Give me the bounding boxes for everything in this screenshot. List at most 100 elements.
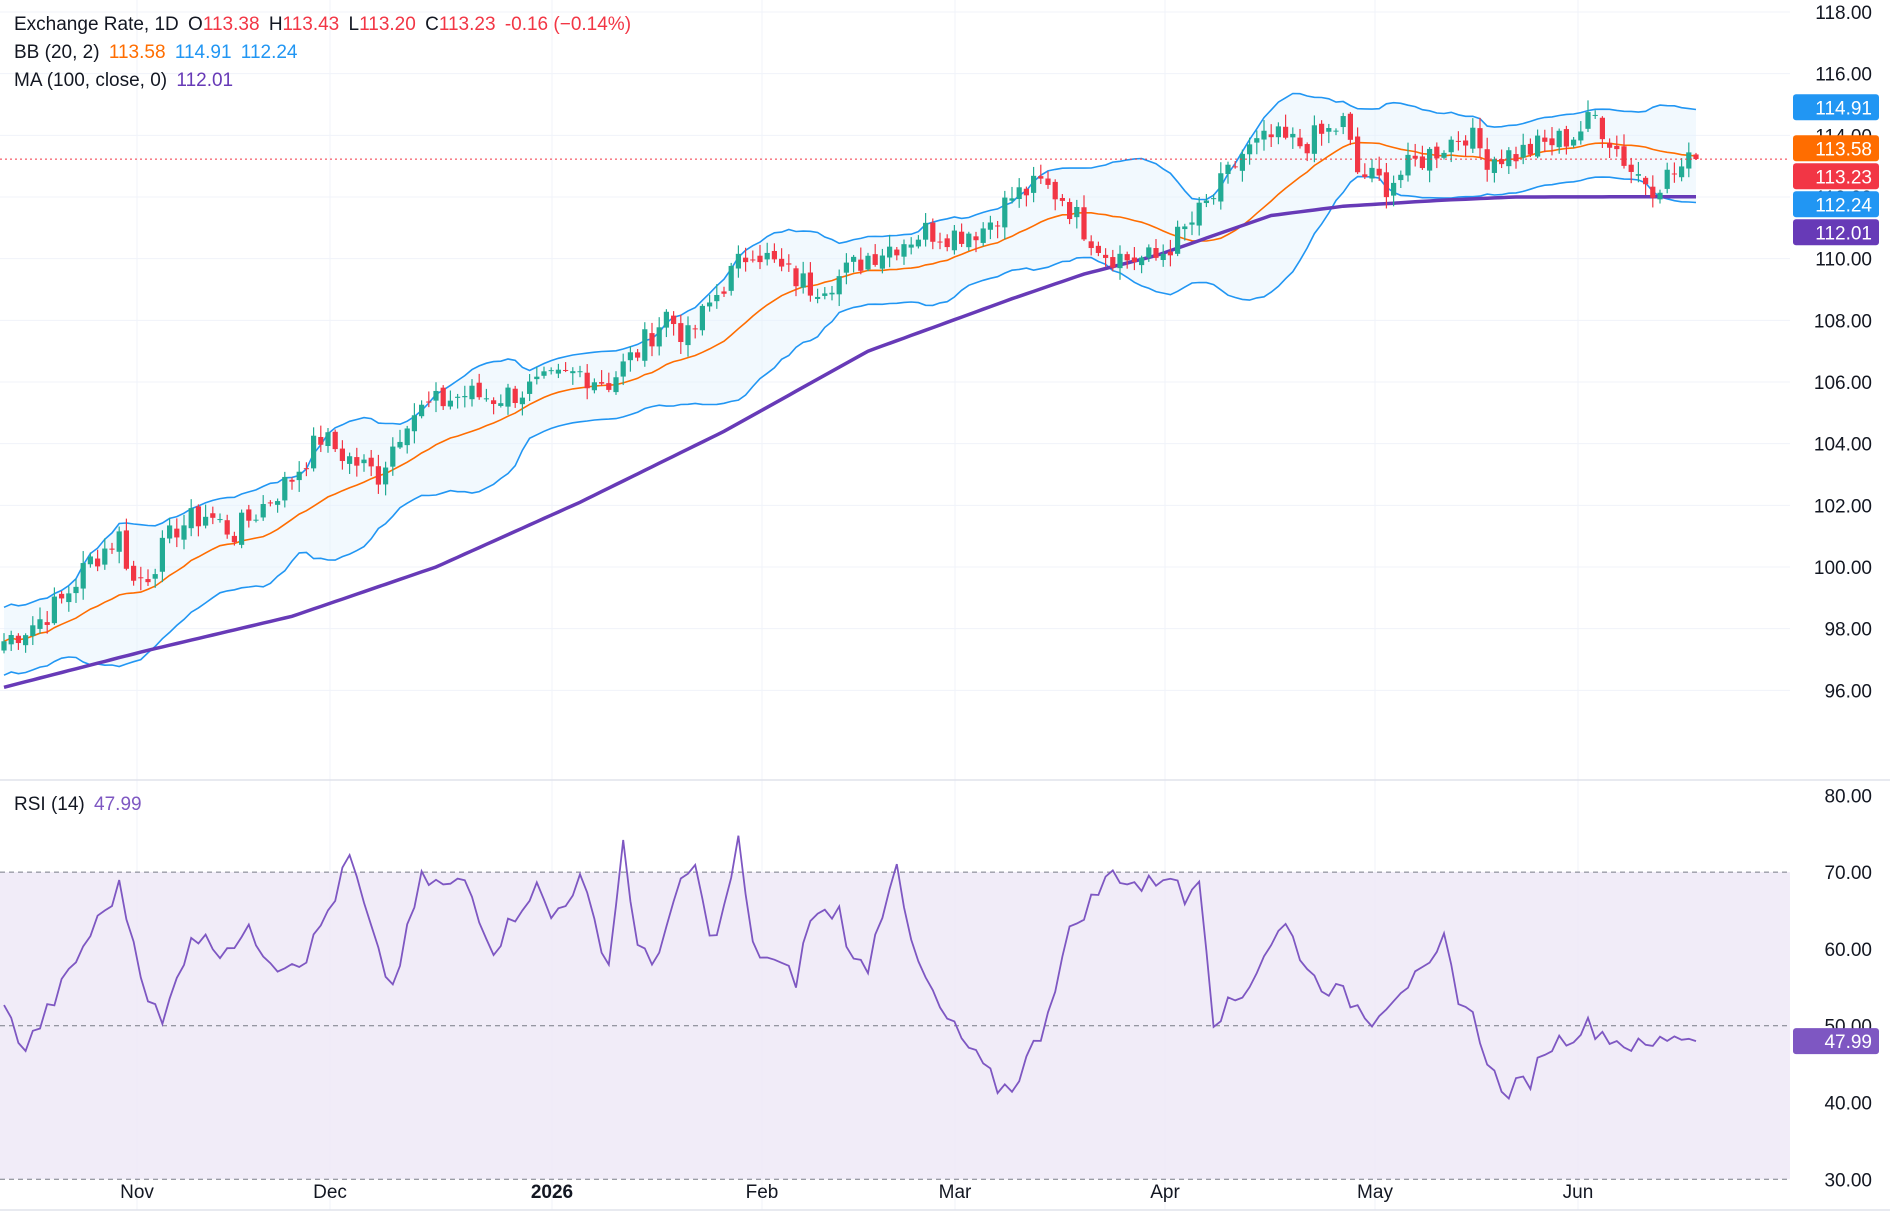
ma-value: 112.01 bbox=[176, 70, 234, 91]
high-label: H113.43 bbox=[268, 14, 340, 35]
candle-body bbox=[383, 467, 389, 485]
candle-body bbox=[555, 369, 561, 374]
candle-body bbox=[375, 466, 381, 485]
open-value: 113.38 bbox=[202, 14, 260, 35]
candle-body bbox=[361, 459, 367, 464]
candle-body bbox=[1643, 177, 1649, 185]
candle-body bbox=[1412, 155, 1418, 159]
price-tick-label: 102.00 bbox=[1814, 496, 1872, 517]
candle-body bbox=[1686, 152, 1692, 169]
candle-body bbox=[1693, 154, 1699, 160]
candle-body bbox=[1542, 137, 1548, 142]
candle-body bbox=[872, 254, 878, 265]
rsi-line bbox=[3, 835, 1697, 1101]
candle-body bbox=[1247, 144, 1253, 155]
candle-body bbox=[851, 256, 857, 262]
candle-body bbox=[757, 255, 763, 263]
candle-body bbox=[1355, 136, 1361, 173]
candle-body bbox=[923, 222, 929, 240]
candle-body bbox=[289, 479, 295, 482]
candle-body bbox=[282, 476, 288, 501]
price-tag bbox=[1793, 219, 1879, 246]
candle-body bbox=[59, 593, 65, 599]
candle-body bbox=[1376, 168, 1382, 176]
candle-body bbox=[577, 371, 583, 373]
candle-body bbox=[1499, 159, 1505, 165]
price-tag bbox=[1793, 191, 1879, 218]
candle-body bbox=[131, 565, 137, 581]
candle-body bbox=[764, 252, 770, 260]
candle-body bbox=[750, 259, 756, 261]
candle-body bbox=[1635, 174, 1641, 176]
candle-body bbox=[915, 239, 921, 247]
candle-body bbox=[1009, 198, 1015, 201]
candle-body bbox=[109, 548, 115, 550]
candle-body bbox=[354, 457, 360, 466]
candle-body bbox=[195, 506, 201, 527]
candle-body bbox=[1628, 164, 1634, 172]
candle-body bbox=[1124, 254, 1130, 261]
time-label: Mar bbox=[939, 1182, 972, 1203]
candle-body bbox=[1383, 172, 1389, 198]
time-label: Nov bbox=[120, 1182, 154, 1203]
candle-body bbox=[1218, 173, 1224, 202]
candle-body bbox=[411, 415, 417, 432]
candle-body bbox=[1491, 159, 1497, 173]
price-tick-label: 110.00 bbox=[1815, 250, 1872, 271]
candle-body bbox=[1592, 114, 1598, 116]
candle-body bbox=[469, 385, 475, 400]
candle-body bbox=[1391, 182, 1397, 196]
candle-body bbox=[116, 531, 122, 552]
bb-upper-value: 114.91 bbox=[174, 42, 232, 63]
candle-body bbox=[728, 265, 734, 291]
candle-body bbox=[930, 222, 936, 242]
candle-body bbox=[483, 398, 489, 400]
candle-body bbox=[1405, 154, 1411, 176]
candle-body bbox=[1571, 139, 1577, 146]
candle-body bbox=[1088, 241, 1094, 249]
candle-body bbox=[721, 291, 727, 294]
candle-body bbox=[210, 513, 216, 518]
candle-body bbox=[1074, 206, 1080, 218]
candle-body bbox=[944, 238, 950, 248]
candle-body bbox=[303, 468, 309, 470]
candle-body bbox=[123, 530, 129, 569]
candle-body bbox=[1671, 173, 1677, 175]
candle-body bbox=[908, 244, 914, 248]
candle-body bbox=[1189, 222, 1195, 225]
candle-body bbox=[1311, 125, 1317, 154]
candle-body bbox=[1225, 164, 1231, 175]
bb-name: BB (20, 2) bbox=[14, 42, 100, 63]
candle-body bbox=[1362, 174, 1368, 177]
candle-body bbox=[649, 333, 655, 347]
candle-body bbox=[901, 244, 907, 257]
candle-body bbox=[800, 273, 806, 288]
candle-body bbox=[433, 390, 439, 401]
candle-body bbox=[1038, 176, 1044, 179]
price-tick-label: 98.00 bbox=[1824, 620, 1872, 641]
price-tag-label: 112.24 bbox=[1815, 195, 1872, 216]
price-tag bbox=[1793, 163, 1879, 190]
candle-body bbox=[743, 257, 749, 263]
candle-body bbox=[476, 382, 482, 398]
change-value: -0.16 (−0.14%) bbox=[504, 14, 632, 35]
candle-body bbox=[1304, 144, 1310, 154]
candles bbox=[1, 100, 1699, 654]
candle-body bbox=[15, 635, 21, 644]
low-label: L113.20 bbox=[348, 14, 416, 35]
candle-body bbox=[23, 635, 29, 646]
close-value: 113.23 bbox=[438, 14, 496, 35]
candle-body bbox=[620, 361, 626, 377]
candle-body bbox=[937, 241, 943, 243]
candle-body bbox=[584, 372, 590, 389]
candle-body bbox=[152, 574, 158, 579]
candle-body bbox=[1131, 257, 1137, 263]
candle-body bbox=[347, 456, 353, 464]
rsi-legend: RSI (14) 47.99 bbox=[14, 794, 146, 816]
candle-body bbox=[491, 400, 497, 404]
price-tag-label: 113.58 bbox=[1815, 139, 1872, 160]
rsi-tick-label: 70.00 bbox=[1824, 863, 1872, 884]
candle-body bbox=[966, 233, 972, 248]
candle-body bbox=[66, 593, 72, 603]
candle-body bbox=[1139, 257, 1145, 266]
